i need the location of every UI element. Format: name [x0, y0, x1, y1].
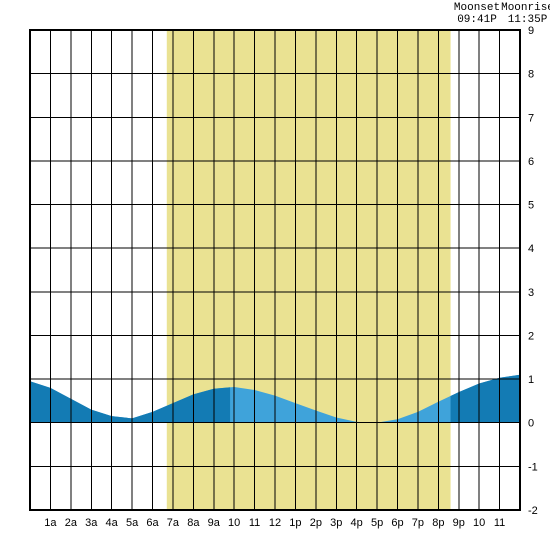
y-tick-label: 6 — [528, 156, 534, 168]
x-tick-label: 1a — [44, 517, 57, 529]
moonset-title: Moonset — [454, 2, 500, 14]
y-tick-label: 1 — [528, 374, 534, 386]
moonset-time: 09:41P — [457, 14, 497, 26]
tide-chart: -2-101234567891a2a3a4a5a6a7a8a9a1011121p… — [0, 0, 550, 550]
y-tick-label: 9 — [528, 25, 534, 37]
x-tick-label: 12 — [269, 517, 281, 529]
x-tick-label: 11 — [494, 517, 505, 529]
x-tick-label: 6p — [391, 517, 403, 529]
y-tick-label: 5 — [528, 200, 534, 212]
x-tick-label: 6a — [146, 517, 159, 529]
x-tick-label: 4p — [351, 517, 363, 529]
x-tick-label: 3a — [85, 517, 98, 529]
x-tick-label: 10 — [473, 517, 485, 529]
y-tick-label: 7 — [528, 112, 534, 124]
moonset-label: Moonset 09:41P — [452, 2, 502, 26]
x-tick-label: 9a — [208, 517, 221, 529]
moonrise-time: 11:35P — [508, 14, 548, 26]
y-tick-label: 2 — [528, 330, 534, 342]
y-tick-label: 8 — [528, 69, 534, 81]
x-tick-label: 1p — [289, 517, 301, 529]
y-tick-label: -1 — [528, 461, 538, 473]
x-tick-label: 8p — [432, 517, 444, 529]
y-tick-label: 3 — [528, 287, 534, 299]
tide-chart-container: Moonset 09:41P Moonrise 11:35P -2-101234… — [0, 0, 550, 550]
x-tick-label: 7p — [412, 517, 424, 529]
x-tick-label: 9p — [453, 517, 465, 529]
x-tick-label: 10 — [228, 517, 240, 529]
x-tick-label: 11 — [249, 517, 260, 529]
y-tick-label: -2 — [528, 505, 538, 517]
x-tick-label: 5a — [126, 517, 139, 529]
y-tick-label: 0 — [528, 418, 534, 430]
x-tick-label: 2a — [65, 517, 78, 529]
x-tick-label: 4a — [106, 517, 119, 529]
moonrise-label: Moonrise 11:35P — [500, 2, 550, 26]
x-tick-label: 2p — [310, 517, 322, 529]
x-tick-label: 7a — [167, 517, 180, 529]
x-tick-label: 5p — [371, 517, 383, 529]
y-tick-label: 4 — [528, 243, 534, 255]
moonrise-title: Moonrise — [501, 2, 550, 14]
x-tick-label: 3p — [330, 517, 342, 529]
daylight-band — [167, 30, 451, 510]
x-tick-label: 8a — [187, 517, 200, 529]
